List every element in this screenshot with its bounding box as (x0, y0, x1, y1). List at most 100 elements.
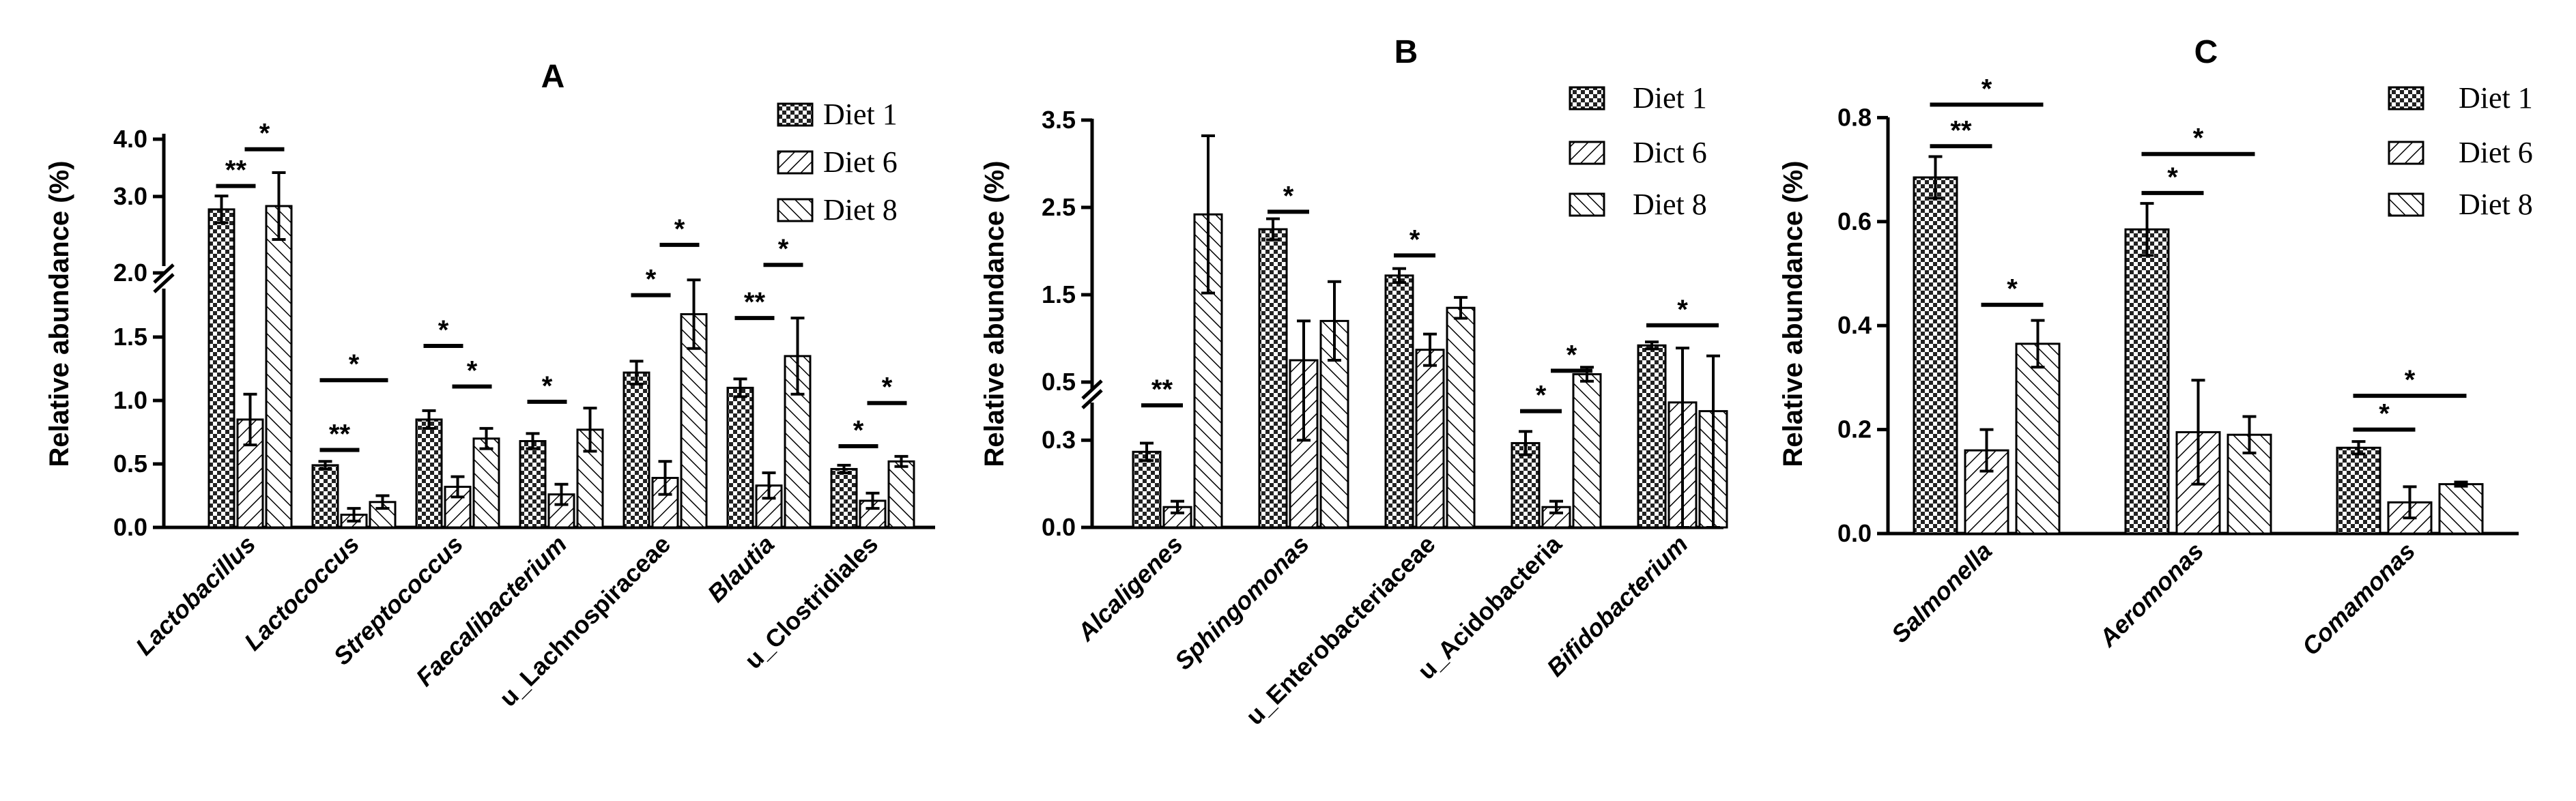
panel-b-y-tick-label-5: 3.5 (1042, 106, 1076, 134)
legend-c-swatch-diet-1 (2388, 86, 2424, 111)
panel-b-bar-sphingomonas-diet-8 (1319, 319, 1349, 529)
panel-c-category-label-comamonas: Comamonas (2296, 537, 2420, 661)
panel-a-bar-u-lachnospiraceae-diet-1 (622, 371, 650, 529)
panel-b-sig-label-4: * (1566, 340, 1577, 370)
panel-b-sig-label-0: ** (1151, 375, 1173, 405)
panel-b-sig-label-5: * (1677, 295, 1688, 325)
panel-b-y-axis-label: Relative abundance (%) (979, 160, 1010, 467)
panel-a-sig-label-9: ** (744, 287, 766, 317)
panel-c-y-tick-label-1: 0.2 (1837, 416, 1872, 443)
panel-a-bar-blautia-diet-1 (726, 386, 754, 529)
panel-a-bar-u-lachnospiraceae-diet-8 (680, 313, 708, 529)
panel-b-category-label-alcaligenes: Alcaligenes (1071, 530, 1188, 647)
panel-c-sig-label-4: * (2167, 162, 2178, 192)
legend-b-swatch-diet-6 (1569, 141, 1605, 165)
legend-a-label-diet-8: Diet 8 (823, 193, 898, 227)
panel-b-axis-break-upper (1081, 379, 1103, 400)
panel-a-category-label-u-lachnospiraceae: u_Lachnospiraceae (493, 530, 676, 712)
panel-b-bar-alcaligenes-diet-1 (1132, 450, 1162, 529)
panel-c-y-axis-label: Relative abundance (%) (1778, 160, 1808, 467)
legend-c-label-diet-6: Diet 6 (2459, 136, 2533, 169)
panel-a-bar-u-clostridiales-diet-1 (830, 467, 858, 529)
panel-a-y-tick-label-1: 0.5 (113, 450, 147, 478)
panel-b-bar-u-acidobacteria-diet-8 (1572, 373, 1602, 529)
panel-b-bar-u-enterobacteriaceae-diet-8 (1446, 306, 1476, 529)
panel-a-y-tick-label-4: 2.0 (113, 259, 147, 287)
panel-a-y-tick-label-5: 3.0 (113, 182, 147, 210)
panel-a-y-tick-label-3: 1.5 (113, 323, 147, 351)
panel-a-bar-lactobacillus-diet-8 (265, 205, 293, 529)
panel-c-sig-label-0: * (1981, 74, 1992, 104)
panel-b-category-label-bifidobacterium: Bifidobacterium (1541, 530, 1693, 682)
panel-a-sig-label-12: * (882, 373, 893, 403)
panel-b-plot: 0.0 0.3 0.5 1.5 2.5 3.5 AlcaligenesSphingomona… (1042, 106, 1728, 730)
panel-b-sig-label-1: * (1283, 181, 1294, 211)
panel-a-bar-lactobacillus-diet-1 (207, 208, 235, 529)
panel-c-bar-comamonas-diet-1 (2336, 446, 2381, 535)
panel-b-legend: Diet 1 Dict 6 Diet 8 (1569, 81, 1707, 221)
panel-a-sig-label-2: ** (329, 420, 351, 450)
panel-b-y-tick-label-2: 0.5 (1042, 368, 1076, 396)
panel-b-axis-break-lower (1081, 389, 1103, 409)
panel-a-category-label-lactobacillus: Lactobacillus (130, 530, 261, 661)
panel-b-y-tick-label-1: 0.3 (1042, 426, 1076, 454)
legend-c-swatch-diet-8 (2388, 192, 2424, 217)
panel-a-bar-streptococcus-diet-1 (415, 418, 443, 529)
panel-a: A Relative abundance (%) 0.0 0.5 1.0 1.5 2.0… (44, 59, 935, 712)
panel-a-sig-label-10: * (778, 234, 789, 264)
panel-a-sig-label-3: * (349, 349, 360, 379)
panel-c-sig-label-5: * (2405, 365, 2416, 395)
panel-a-bar-lactobacillus-diet-6 (236, 418, 264, 529)
legend-a-label-diet-6: Diet 6 (823, 145, 898, 179)
panel-c-y-tick-label-0: 0.0 (1837, 519, 1872, 547)
panel-c-sig-label-3: * (2193, 123, 2204, 154)
panel-a-sig-label-7: * (646, 265, 657, 295)
legend-a-swatch-diet-1 (777, 102, 814, 127)
legend-b-label-diet-1: Diet 1 (1633, 81, 1707, 115)
panel-c-y-tick-label-3: 0.6 (1837, 207, 1872, 235)
legend-c-label-diet-8: Diet 8 (2459, 188, 2533, 221)
legend-b-label-diet-6: Dict 6 (1633, 136, 1707, 169)
legend-b-label-diet-8: Diet 8 (1633, 188, 1707, 221)
panel-a-axis-break-lower (153, 273, 175, 293)
panel-c-y-tick-label-4: 0.8 (1837, 103, 1872, 131)
panel-c-bar-salmonella-diet-8 (2015, 343, 2061, 535)
panel-a-bar-faecalibacterium-diet-1 (519, 440, 547, 529)
panel-c-bar-comamonas-diet-8 (2438, 483, 2484, 535)
panel-a-y-tick-label-6: 4.0 (113, 125, 147, 153)
legend-c-swatch-diet-6 (2388, 141, 2424, 165)
panel-c-category-label-salmonella: Salmonella (1886, 537, 1997, 648)
panel-a-title: A (541, 59, 565, 95)
panel-c-title: C (2194, 34, 2218, 70)
legend-a-label-diet-1: Diet 1 (823, 98, 898, 131)
panel-b-bar-sphingomonas-diet-1 (1258, 228, 1288, 529)
panel-b-bar-u-enterobacteriaceae-diet-1 (1384, 274, 1414, 529)
panel-a-sig-label-11: * (853, 416, 864, 446)
panel-c-sig-label-2: * (2007, 274, 2018, 304)
panel-c-bar-salmonella-diet-1 (1913, 176, 1958, 535)
panel-a-sig-label-5: * (467, 356, 478, 386)
panel-a-category-label-blautia: Blautia (702, 530, 779, 608)
panel-a-bar-streptococcus-diet-8 (472, 437, 500, 529)
panel-c-y-tick-label-2: 0.4 (1837, 311, 1872, 339)
panel-a-bar-u-clostridiales-diet-8 (887, 460, 915, 529)
panel-c-sig-label-1: ** (1950, 115, 1972, 145)
panel-b: B Relative abundance (%) 0.0 0.3 0.5 1.5 2.5… (979, 34, 1728, 730)
panel-a-sig-label-8: * (674, 214, 685, 244)
panel-a-legend: Diet 1 Diet 6 Diet 8 (777, 98, 898, 227)
panel-a-sig-label-6: * (542, 371, 553, 401)
panel-b-bar-u-enterobacteriaceae-diet-6 (1415, 349, 1445, 529)
panel-b-bar-bifidobacterium-diet-1 (1637, 344, 1667, 529)
panel-b-y-tick-label-4: 2.5 (1042, 193, 1076, 221)
panel-a-sig-label-4: * (438, 315, 449, 345)
panel-c-sig-label-6: * (2379, 399, 2390, 429)
panel-a-sig-label-0: ** (225, 156, 247, 186)
panel-a-y-tick-label-2: 1.0 (113, 386, 147, 414)
panel-b-y-tick-label-0: 0.0 (1042, 513, 1076, 541)
panel-a-sig-label-1: * (259, 119, 270, 149)
panel-c-legend: Diet 1 Diet 6 Diet 8 (2388, 81, 2533, 221)
panel-c: C Relative abundance (%) 0.0 0.2 0.4 0.6 0.8… (1778, 34, 2533, 660)
panel-a-bar-lactococcus-diet-1 (311, 464, 339, 529)
legend-b-swatch-diet-8 (1569, 192, 1605, 217)
